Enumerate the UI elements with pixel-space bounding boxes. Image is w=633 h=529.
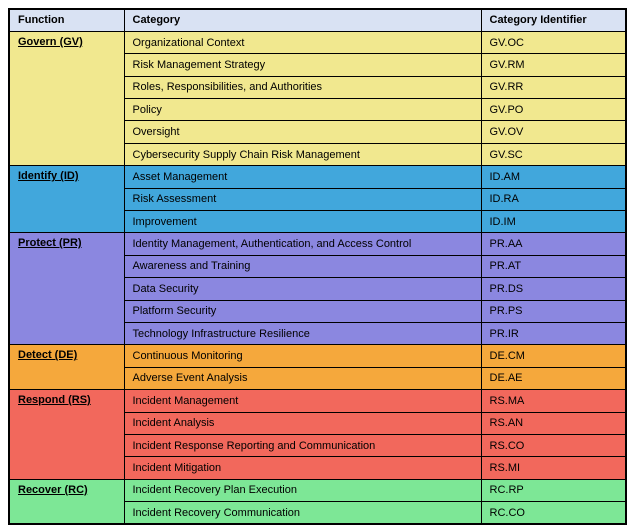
category-cell: Incident Recovery Communication xyxy=(123,501,482,525)
table-row: Improvement ID.IM xyxy=(9,210,627,234)
category-cell: Roles, Responsibilities, and Authorities xyxy=(123,75,482,100)
function-label: Protect (PR) xyxy=(18,237,82,250)
category-identifier-cell: GV.RR xyxy=(480,75,627,100)
category-cell: Identity Management, Authentication, and… xyxy=(123,232,482,256)
function-cell: Respond (RS) xyxy=(8,389,125,480)
table-row: Incident Recovery Communication RC.CO xyxy=(9,501,627,525)
category-identifier-cell: ID.RA xyxy=(480,187,627,212)
category-identifier-cell: PR.AA xyxy=(480,232,627,256)
table-row: Roles, Responsibilities, and Authorities… xyxy=(9,75,627,100)
table-row: Detect (DE) Continuous Monitoring DE.CM xyxy=(8,344,627,391)
category-identifier-cell: GV.RM xyxy=(480,53,627,77)
category-identifier-cell: RS.AN xyxy=(480,411,627,435)
function-cell: Recover (RC) xyxy=(8,478,125,525)
table-row: Risk Management Strategy GV.RM xyxy=(9,53,627,77)
category-identifier-cell: DE.CM xyxy=(480,344,627,368)
table-row: Technology Infrastructure Resilience PR.I… xyxy=(9,321,627,346)
category-identifier-cell: GV.OC xyxy=(480,30,627,55)
table-row: Data Security PR.DS xyxy=(9,277,627,301)
category-cell: Awareness and Training xyxy=(123,254,482,279)
category-identifier-cell: GV.PO xyxy=(480,98,627,122)
table-header-row: Function Category Category Identifier xyxy=(8,8,627,32)
csf-functions-categories-table: Function Category Category Identifier Go… xyxy=(8,8,627,525)
category-identifier-cell: RC.CO xyxy=(480,501,627,525)
table-row: Recover (RC) Incident Recovery Plan Execu… xyxy=(8,478,627,525)
column-header-category: Category xyxy=(123,8,482,32)
category-cell: Incident Analysis xyxy=(123,411,482,435)
category-cell: Improvement xyxy=(123,210,482,234)
table-body: Govern (GV) Organizational Context GV.OC Ri… xyxy=(8,30,627,525)
function-cell: Govern (GV) xyxy=(8,30,125,167)
category-cell: Continuous Monitoring xyxy=(123,344,482,368)
table-row: Govern (GV) Organizational Context GV.OC xyxy=(8,30,627,167)
function-label: Identify (ID) xyxy=(18,170,79,183)
table-row: Incident Analysis RS.AN xyxy=(9,411,627,435)
category-cell: Cybersecurity Supply Chain Risk Manageme… xyxy=(123,142,482,167)
category-identifier-cell: DE.AE xyxy=(480,366,627,391)
table-row: Adverse Event Analysis DE.AE xyxy=(9,366,627,391)
category-identifier-cell: PR.AT xyxy=(480,254,627,279)
function-cell: Protect (PR) xyxy=(8,232,125,346)
category-cell: Risk Assessment xyxy=(123,187,482,212)
function-label: Detect (DE) xyxy=(18,349,78,362)
category-cell: Incident Recovery Plan Execution xyxy=(123,478,482,503)
table-row: Respond (RS) Incident Management RS.MA xyxy=(8,389,627,480)
category-identifier-cell: PR.IR xyxy=(480,321,627,346)
category-identifier-cell: RS.CO xyxy=(480,433,627,458)
category-cell: Adverse Event Analysis xyxy=(123,366,482,391)
function-cell: Detect (DE) xyxy=(8,344,125,391)
table-row: Incident Response Reporting and Communic… xyxy=(9,433,627,458)
table-row: Cybersecurity Supply Chain Risk Manageme… xyxy=(9,142,627,167)
function-label: Recover (RC) xyxy=(18,483,88,496)
category-cell: Incident Mitigation xyxy=(123,456,482,480)
category-cell: Oversight xyxy=(123,120,482,144)
category-cell: Policy xyxy=(123,98,482,122)
table-row: Platform Security PR.PS xyxy=(9,299,627,323)
table-row: Risk Assessment ID.RA xyxy=(9,187,627,212)
category-identifier-cell: PR.PS xyxy=(480,299,627,323)
category-cell: Technology Infrastructure Resilience xyxy=(123,321,482,346)
category-cell: Risk Management Strategy xyxy=(123,53,482,77)
table-row: Protect (PR) Identity Management, Authent… xyxy=(8,232,627,346)
category-cell: Data Security xyxy=(123,277,482,301)
category-identifier-cell: GV.OV xyxy=(480,120,627,144)
category-identifier-cell: RS.MI xyxy=(480,456,627,480)
function-label: Govern (GV) xyxy=(18,35,83,48)
table-row: Awareness and Training PR.AT xyxy=(9,254,627,279)
category-cell: Platform Security xyxy=(123,299,482,323)
function-label: Respond (RS) xyxy=(18,394,91,407)
category-identifier-cell: ID.AM xyxy=(480,165,627,189)
column-header-function: Function xyxy=(8,8,125,32)
table-row: Incident Mitigation RS.MI xyxy=(9,456,627,480)
category-cell: Asset Management xyxy=(123,165,482,189)
function-cell: Identify (ID) xyxy=(8,165,125,234)
category-identifier-cell: PR.DS xyxy=(480,277,627,301)
category-identifier-cell: RC.RP xyxy=(480,478,627,503)
category-cell: Incident Response Reporting and Communic… xyxy=(123,433,482,458)
table-row: Identify (ID) Asset Management ID.AM xyxy=(8,165,627,234)
category-identifier-cell: RS.MA xyxy=(480,389,627,413)
category-identifier-cell: GV.SC xyxy=(480,142,627,167)
category-cell: Incident Management xyxy=(123,389,482,413)
category-identifier-cell: ID.IM xyxy=(480,210,627,234)
column-header-category-identifier: Category Identifier xyxy=(480,8,627,32)
table-row: Policy GV.PO xyxy=(9,98,627,122)
category-cell: Organizational Context xyxy=(123,30,482,55)
